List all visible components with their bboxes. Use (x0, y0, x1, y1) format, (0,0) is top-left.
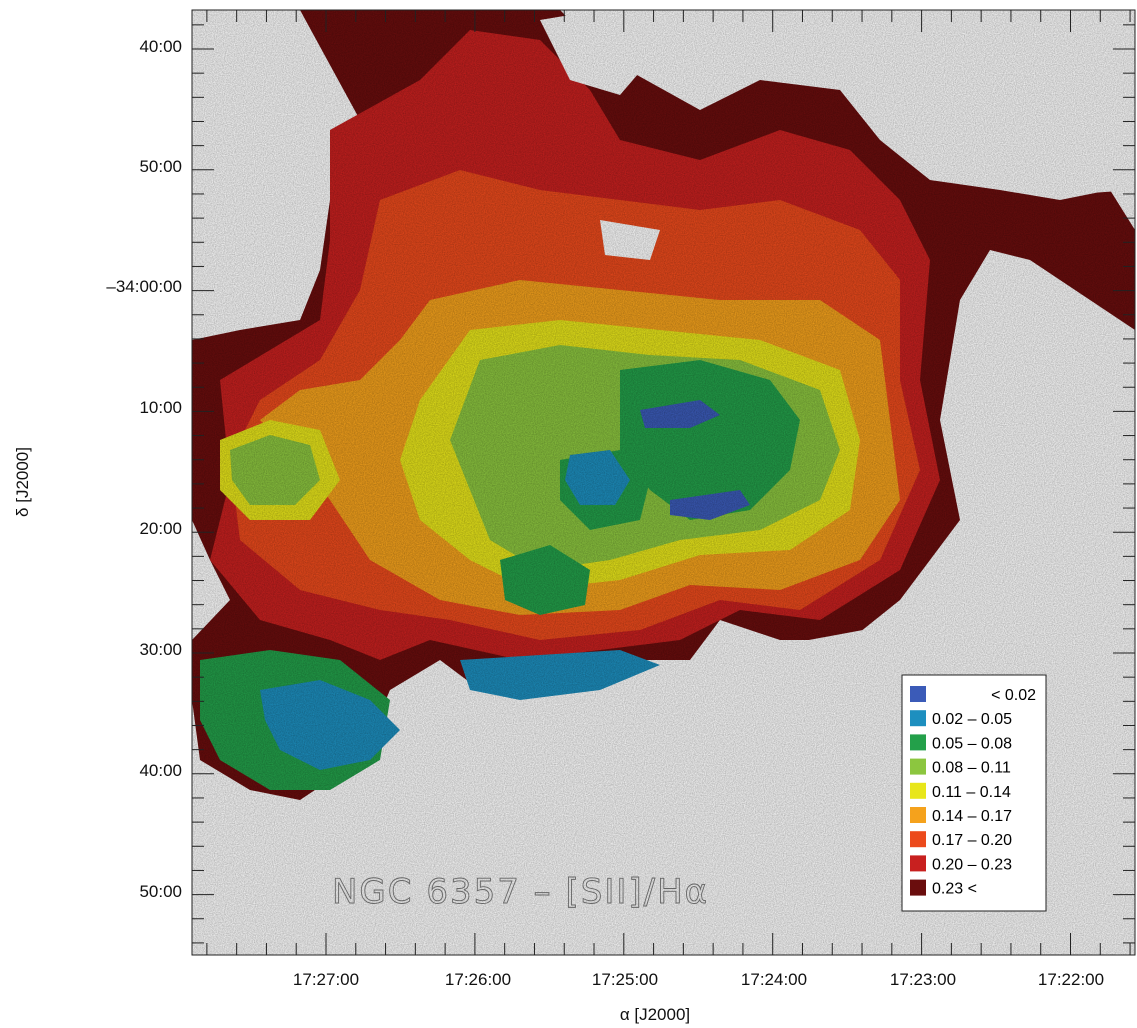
x-tick-label: 17:27:00 (293, 970, 359, 989)
x-tick-label: 17:26:00 (445, 970, 511, 989)
y-tick-label: –34:00:00 (106, 277, 182, 296)
legend: < 0.02 0.02 – 0.05 0.05 – 0.08 0.08 – 0.11 0… (901, 674, 1047, 912)
x-tick-label: 17:24:00 (741, 970, 807, 989)
legend-swatch (910, 686, 926, 702)
legend-items: < 0.02 0.02 – 0.05 0.05 – 0.08 0.08 – 0.11 0… (910, 686, 1036, 898)
legend-label: 0.11 – 0.14 (932, 784, 1011, 801)
legend-label: 0.23 < (932, 881, 977, 898)
x-tick-labels: 17:27:00 17:26:00 17:25:00 17:24:00 17:2… (293, 970, 1104, 989)
legend-label: 0.14 – 0.17 (932, 808, 1012, 825)
legend-swatch (910, 734, 926, 751)
plot-frame (191, 9, 1136, 956)
legend-swatch (910, 831, 926, 848)
legend-swatch (910, 855, 926, 872)
legend-label: 0.08 – 0.11 (932, 760, 1011, 777)
legend-swatch (910, 807, 926, 823)
y-tick-label: 50:00 (139, 882, 182, 901)
y-axis-title: δ [J2000] (13, 447, 32, 517)
legend-swatch (910, 879, 926, 896)
legend-swatch (910, 710, 926, 727)
y-tick-label: 30:00 (139, 640, 182, 659)
emission-map (192, 10, 1135, 955)
y-tick-labels: 40:00 50:00 –34:00:00 10:00 20:00 30:00 … (106, 37, 182, 901)
y-tick-label: 10:00 (139, 398, 182, 417)
x-tick-label: 17:23:00 (890, 970, 956, 989)
y-tick-label: 50:00 (139, 157, 182, 176)
y-tick-label: 40:00 (139, 761, 182, 780)
axis-ticks (192, 10, 1135, 955)
x-tick-label: 17:25:00 (592, 970, 658, 989)
legend-label: 0.20 – 0.23 (932, 856, 1012, 873)
y-tick-label: 20:00 (139, 519, 182, 538)
x-axis-title: α [J2000] (620, 1005, 690, 1024)
legend-label: 0.05 – 0.08 (932, 735, 1012, 752)
legend-swatch (910, 758, 926, 775)
legend-label: < 0.02 (991, 687, 1036, 704)
legend-swatch (910, 782, 926, 799)
y-tick-label: 40:00 (139, 37, 182, 56)
x-tick-label: 17:22:00 (1038, 970, 1104, 989)
plot-title: NGC 6357 – [SII]/Hα (332, 872, 709, 912)
legend-label: 0.17 – 0.20 (932, 832, 1012, 849)
legend-label: 0.02 – 0.05 (932, 711, 1012, 728)
